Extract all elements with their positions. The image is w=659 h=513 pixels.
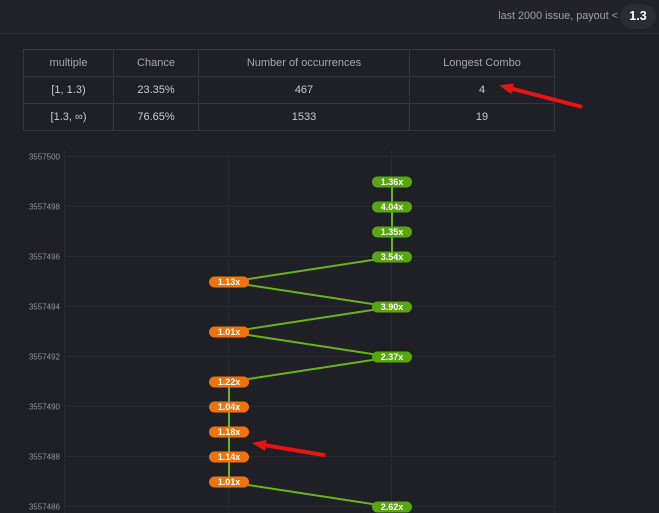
- svg-text:1.36x: 1.36x: [381, 177, 404, 187]
- svg-text:3557494: 3557494: [29, 303, 61, 312]
- svg-text:3557498: 3557498: [29, 203, 61, 212]
- svg-text:1.22x: 1.22x: [218, 377, 241, 387]
- svg-text:3.90x: 3.90x: [381, 302, 404, 312]
- svg-text:1.01x: 1.01x: [218, 327, 241, 337]
- svg-text:1.18x: 1.18x: [218, 427, 241, 437]
- svg-text:3.54x: 3.54x: [381, 252, 404, 262]
- svg-text:1.35x: 1.35x: [381, 227, 404, 237]
- svg-text:3557488: 3557488: [29, 453, 61, 462]
- svg-text:1.01x: 1.01x: [218, 477, 241, 487]
- svg-text:4.04x: 4.04x: [381, 202, 404, 212]
- svg-text:1.13x: 1.13x: [218, 277, 241, 287]
- svg-text:3557496: 3557496: [29, 253, 61, 262]
- svg-text:3557492: 3557492: [29, 353, 61, 362]
- svg-text:1.14x: 1.14x: [218, 452, 241, 462]
- svg-text:2.37x: 2.37x: [381, 352, 404, 362]
- svg-text:2.62x: 2.62x: [381, 502, 404, 512]
- svg-text:3557490: 3557490: [29, 403, 61, 412]
- svg-text:3557486: 3557486: [29, 503, 61, 512]
- svg-text:3557500: 3557500: [29, 153, 61, 162]
- svg-text:1.04x: 1.04x: [218, 402, 241, 412]
